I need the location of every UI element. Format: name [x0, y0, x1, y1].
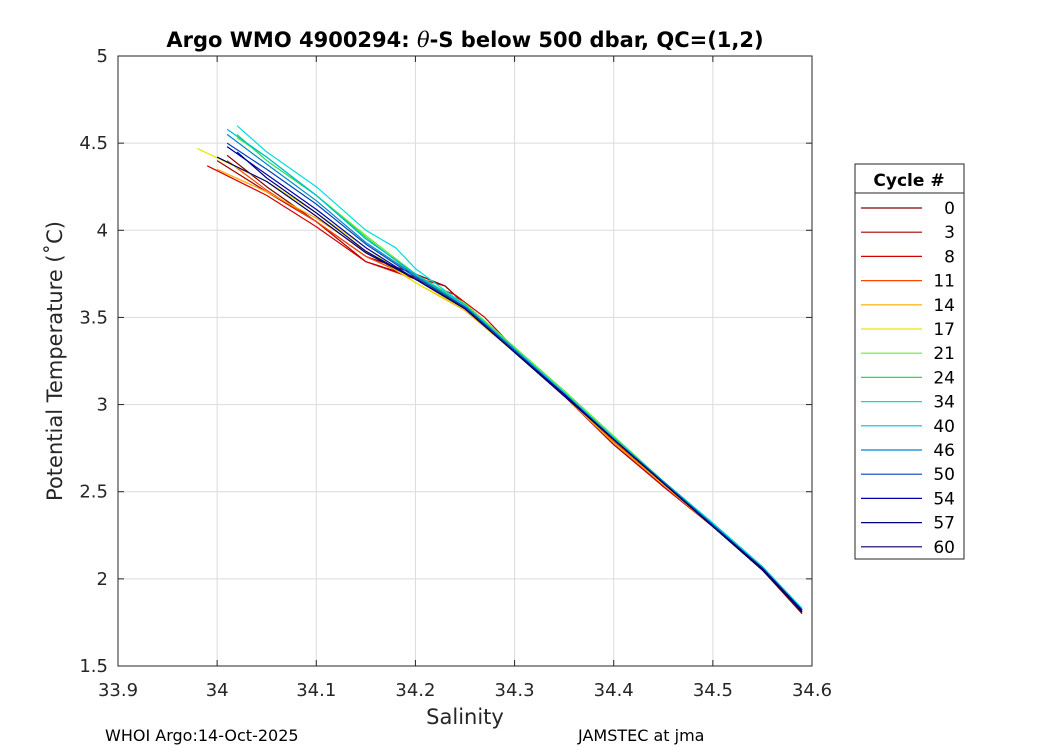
y-tick-label: 3.5 [79, 307, 108, 328]
legend-label-cycle-50: 50 [933, 465, 955, 485]
x-tick-label: 34.1 [296, 680, 336, 701]
legend-label-cycle-40: 40 [933, 417, 955, 437]
y-tick-label: 2.5 [79, 482, 108, 503]
legend-label-cycle-11: 11 [933, 272, 955, 292]
series-line-cycle-50 [226, 142, 803, 611]
legend: Cycle # 0 3 8 11 14 17 21 24 34 40 46 50 54 57 60 [854, 163, 965, 560]
chart-title: Argo WMO 4900294: θ-S below 500 dbar, QC… [166, 28, 763, 52]
legend-label-cycle-54: 54 [933, 489, 955, 509]
legend-label-cycle-34: 34 [933, 393, 955, 413]
y-tick-label: 1.5 [79, 656, 108, 677]
x-tick-label: 34.5 [693, 680, 733, 701]
x-tick-label: 34.4 [594, 680, 634, 701]
legend-items: 0 3 8 11 14 17 21 24 34 40 46 50 54 57 60 [861, 199, 955, 558]
x-tick-label: 34.2 [395, 680, 435, 701]
plot-area-frame [117, 55, 813, 667]
y-tick-label: 3 [97, 395, 108, 416]
x-axis-label: Salinity [426, 705, 504, 729]
legend-title: Cycle # [873, 171, 944, 191]
legend-label-cycle-17: 17 [933, 320, 955, 340]
data-series [197, 125, 803, 615]
y-tick-label: 4 [97, 220, 108, 241]
x-tick-label: 34.6 [792, 680, 832, 701]
legend-label-cycle-24: 24 [933, 368, 955, 388]
x-tick-label: 34 [206, 680, 229, 701]
legend-label-cycle-57: 57 [933, 514, 955, 534]
legend-label-cycle-0: 0 [944, 199, 955, 219]
legend-box [854, 163, 965, 560]
footer-credit: JAMSTEC at jma [578, 726, 705, 745]
legend-label-cycle-21: 21 [933, 344, 955, 364]
grid [118, 56, 812, 666]
y-tick-label: 5 [97, 46, 108, 67]
y-tick-label: 2 [97, 569, 108, 590]
legend-label-cycle-3: 3 [944, 223, 955, 243]
legend-label-cycle-60: 60 [933, 538, 955, 558]
y-axis-label: Potential Temperature (˚C) [43, 221, 67, 501]
axis-ticks: 33.9 34 34.1 34.2 34.3 34.4 34.5 34.6 1.5 2 2.5 3 3.… [79, 46, 832, 701]
legend-label-cycle-14: 14 [933, 296, 955, 316]
series-line-cycle-60 [216, 156, 803, 613]
x-tick-label: 33.9 [98, 680, 138, 701]
legend-label-cycle-46: 46 [933, 441, 955, 461]
legend-label-cycle-8: 8 [944, 247, 955, 267]
x-tick-label: 34.3 [495, 680, 535, 701]
footer-source: WHOI Argo:14-Oct-2025 [105, 726, 299, 745]
y-tick-label: 4.5 [79, 133, 108, 154]
